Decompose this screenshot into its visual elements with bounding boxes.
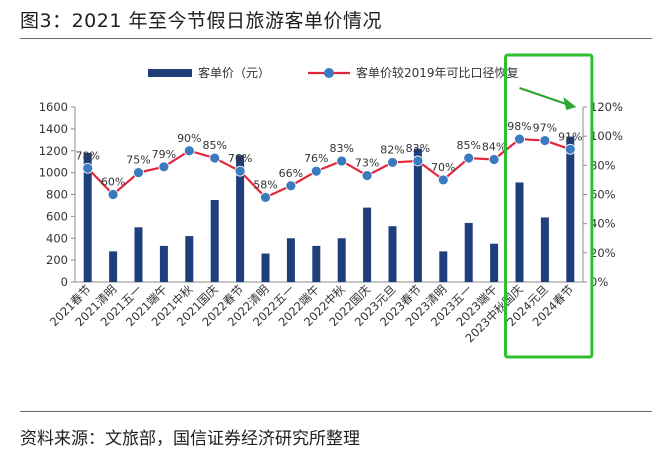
line-point xyxy=(387,157,398,168)
bar xyxy=(159,245,168,282)
bar xyxy=(210,199,219,282)
bar xyxy=(236,155,245,282)
data-label: 79% xyxy=(152,148,176,161)
line-point xyxy=(82,162,94,174)
y-left-tick-label: 1600 xyxy=(39,100,68,114)
line-point xyxy=(539,135,551,146)
data-label: 70% xyxy=(431,161,455,174)
line-point xyxy=(158,161,170,173)
y-left-tick-label: 0 xyxy=(61,275,68,289)
data-label: 91% xyxy=(558,130,582,143)
bar xyxy=(566,136,575,282)
bar xyxy=(286,238,295,282)
legend-swatch-bar xyxy=(148,69,192,77)
y-left-tick-label: 1200 xyxy=(39,144,68,158)
line-point xyxy=(234,165,246,177)
figure-title: 图3：2021 年至今节假日旅游客单价情况 xyxy=(20,10,382,32)
bar xyxy=(439,251,448,282)
line-point xyxy=(564,143,576,155)
y-left-tick-label: 1000 xyxy=(39,166,68,180)
y-left-tick-label: 1400 xyxy=(39,122,68,136)
data-label: 82% xyxy=(380,143,404,156)
bar xyxy=(388,226,397,282)
bar xyxy=(109,251,118,282)
axes: 0 200 400 600 800 1000 1200 1400 1600 0% 20% 40% 60%… xyxy=(39,100,623,289)
data-label: 75% xyxy=(126,154,150,167)
bar xyxy=(312,245,321,282)
y-left-tick-label: 200 xyxy=(46,253,68,267)
bar xyxy=(134,227,143,282)
bar xyxy=(413,148,422,282)
chart: 0 200 400 600 800 1000 1200 1400 1600 0% 20% 40% 60%… xyxy=(0,40,670,408)
highlight-box xyxy=(504,53,594,359)
y-right-tick-label: 80% xyxy=(590,158,616,172)
y-right-tick-label: 60% xyxy=(590,188,616,202)
data-label: 76% xyxy=(304,152,328,165)
y-right-tick-label: 120% xyxy=(590,100,623,114)
y-left-tick-label: 800 xyxy=(46,188,68,202)
line-point xyxy=(133,167,144,179)
data-label: 98% xyxy=(507,120,531,133)
data-label: 58% xyxy=(253,178,277,191)
bar xyxy=(515,182,524,282)
highlight-arrow-shaft xyxy=(519,86,567,106)
bar xyxy=(83,152,92,282)
data-label: 60% xyxy=(101,176,125,189)
bar xyxy=(540,217,549,282)
x-tick-labels: 2021春节2021清明2021五一2021端午2021中秋2021国庆2022… xyxy=(47,282,576,345)
data-label: 85% xyxy=(202,139,226,152)
data-label: 84% xyxy=(482,141,506,154)
bar xyxy=(185,236,194,282)
data-label: 85% xyxy=(456,139,480,152)
bar xyxy=(337,238,346,282)
data-label: 73% xyxy=(355,157,379,170)
y-right-tick-label: 100% xyxy=(590,129,623,143)
data-label: 97% xyxy=(533,122,557,135)
bar xyxy=(261,253,270,282)
line-point xyxy=(183,145,195,157)
line-point xyxy=(209,152,221,164)
line-point xyxy=(361,170,373,181)
line-point xyxy=(437,174,449,186)
chart-svg: 0 200 400 600 800 1000 1200 1400 1600 0% 20% 40% 60%… xyxy=(39,53,623,359)
legend-label-bar: 客单价（元） xyxy=(198,65,270,80)
line-point xyxy=(412,155,424,167)
data-label: 83% xyxy=(406,142,430,155)
data-label: 78% xyxy=(75,149,99,162)
line-point xyxy=(310,165,322,177)
line-point xyxy=(285,180,297,192)
line-point xyxy=(107,189,119,200)
y-left-tick-label: 400 xyxy=(46,231,68,245)
bars xyxy=(83,136,575,282)
recovery-line xyxy=(82,133,576,203)
data-label: 90% xyxy=(177,132,201,145)
title-rule xyxy=(20,38,652,39)
line-point xyxy=(463,152,475,164)
y-right-tick-label: 0% xyxy=(590,275,608,289)
line-point xyxy=(514,133,525,145)
source-rule xyxy=(20,411,652,412)
data-label: 76% xyxy=(228,152,252,165)
legend: 客单价（元） 客单价较2019年可比口径恢复 xyxy=(148,65,519,80)
line-point xyxy=(336,155,348,167)
line-point xyxy=(488,154,500,165)
data-labels: 78%60%75% 79%90%85%76%58%66%76%83%73%82% 8… xyxy=(75,120,582,191)
highlight xyxy=(504,53,594,359)
legend-swatch-marker xyxy=(324,68,334,78)
y-left-tick-label: 600 xyxy=(46,209,68,223)
bar xyxy=(490,243,499,282)
legend-label-line: 客单价较2019年可比口径恢复 xyxy=(356,65,519,80)
data-label: 66% xyxy=(279,167,303,180)
source-note: 资料来源：文旅部，国信证券经济研究所整理 xyxy=(20,429,360,449)
line-point xyxy=(260,192,271,203)
y-right-tick-label: 20% xyxy=(590,246,616,260)
bar xyxy=(464,222,473,282)
bar xyxy=(363,207,372,282)
data-label: 83% xyxy=(329,142,353,155)
y-right-tick-label: 40% xyxy=(590,217,616,231)
highlight-arrow-head xyxy=(563,97,577,110)
